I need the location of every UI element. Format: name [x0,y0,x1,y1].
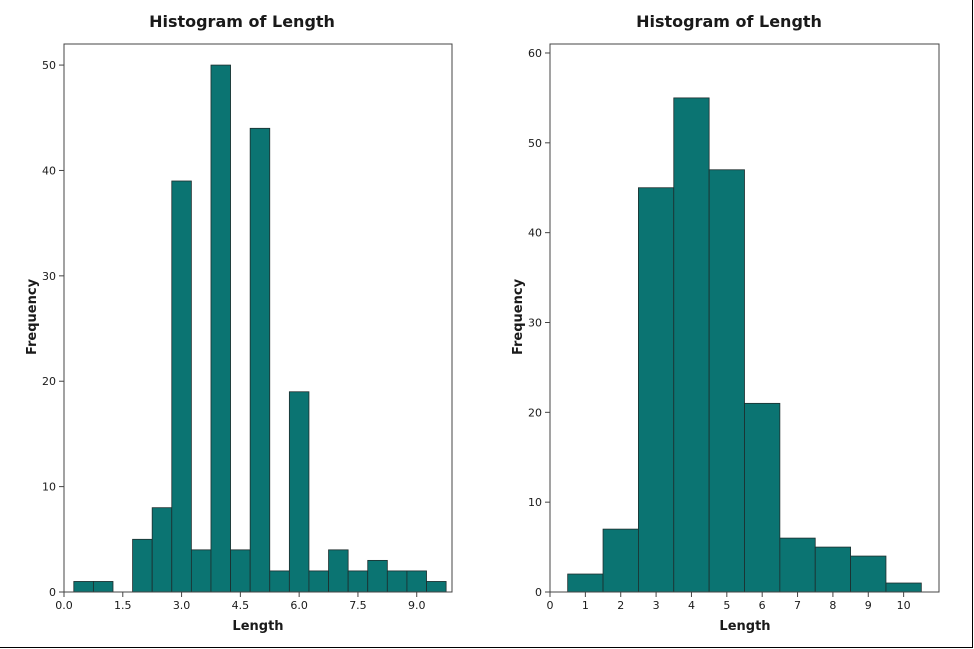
right-chart-title: Histogram of Length [636,12,822,31]
left-histogram-bar [426,581,447,593]
left-histogram-bar [288,391,310,593]
right-y-tick-label: 60 [528,47,542,60]
left-y-tick-label: 20 [42,375,56,388]
right-x-ticks: 0 1 2 3 4 5 6 7 8 9 10 [547,592,911,612]
left-histogram: Histogram of Length Length Frequency 0.0… [25,12,453,634]
left-plot-area [63,43,453,593]
right-histogram-bar [779,537,816,593]
right-x-tick-label: 2 [617,599,624,612]
left-histogram-bar [386,570,408,593]
right-x-tick-label: 3 [653,599,660,612]
left-y-ticks: 0 10 20 30 40 50 [42,59,64,599]
left-y-axis-label: Frequency [25,278,40,355]
left-y-tick-label: 40 [42,164,56,177]
right-plot-area [549,43,940,593]
left-x-tick-label: 9.0 [408,599,426,612]
right-histogram-bar [673,97,710,593]
left-histogram-bar [92,581,114,593]
right-x-tick-label: 4 [688,599,695,612]
left-x-tick-label: 7.5 [349,599,367,612]
left-histogram-bar [308,570,329,593]
right-histogram-bar [744,402,781,593]
left-histogram-bar [347,570,369,593]
left-y-tick-label: 10 [42,481,56,494]
left-histogram-bar [151,507,173,593]
left-histogram-bar [328,549,349,593]
right-x-tick-label: 8 [829,599,836,612]
left-histogram-bar [406,570,427,593]
right-x-tick-label: 0 [547,599,554,612]
right-y-tick-label: 20 [528,406,542,419]
right-histogram-bar [885,582,922,593]
right-y-tick-label: 40 [528,227,542,240]
left-histogram-bar [210,64,231,593]
left-x-axis-label: Length [232,619,283,634]
right-histogram-bar [708,169,745,593]
left-histogram-bar [269,570,290,593]
left-y-tick-label: 30 [42,270,56,283]
right-x-tick-label: 7 [794,599,801,612]
right-histogram: Histogram of Length Length Frequency 0 1 2… [511,12,940,634]
left-x-tick-label: 0.0 [55,599,73,612]
right-x-tick-label: 10 [897,599,911,612]
right-bars [567,97,922,593]
right-y-tick-label: 0 [535,586,542,599]
left-chart-title: Histogram of Length [149,12,335,31]
left-histogram-bar [367,559,388,593]
right-histogram-bar [850,555,887,593]
right-x-tick-label: 9 [865,599,872,612]
right-histogram-bar [814,546,851,593]
left-y-tick-label: 0 [49,586,56,599]
right-histogram-bar [602,528,639,593]
right-x-axis-label: Length [719,619,770,634]
left-histogram-bar [73,581,94,593]
right-histogram-bar [638,187,675,593]
left-x-ticks: 0.0 1.5 3.0 4.5 6.0 7.5 9.0 [55,592,425,612]
left-histogram-bar [190,549,212,593]
left-histogram-bar [249,127,271,593]
left-histogram-bar [132,538,153,593]
right-histogram-bar [567,573,604,593]
right-x-tick-label: 6 [759,599,766,612]
right-y-tick-label: 30 [528,316,542,329]
right-y-ticks: 0 10 20 30 40 50 60 [528,47,550,599]
left-x-tick-label: 3.0 [173,599,191,612]
right-y-axis-label: Frequency [511,278,526,355]
left-x-tick-label: 6.0 [290,599,308,612]
left-bars [73,64,447,593]
right-y-tick-label: 10 [528,496,542,509]
right-y-tick-label: 50 [528,137,542,150]
right-x-tick-label: 1 [582,599,589,612]
left-x-tick-label: 1.5 [114,599,132,612]
left-x-tick-label: 4.5 [232,599,250,612]
right-x-tick-label: 5 [723,599,730,612]
left-y-tick-label: 50 [42,59,56,72]
left-histogram-bar [230,549,251,593]
left-histogram-bar [171,180,192,593]
